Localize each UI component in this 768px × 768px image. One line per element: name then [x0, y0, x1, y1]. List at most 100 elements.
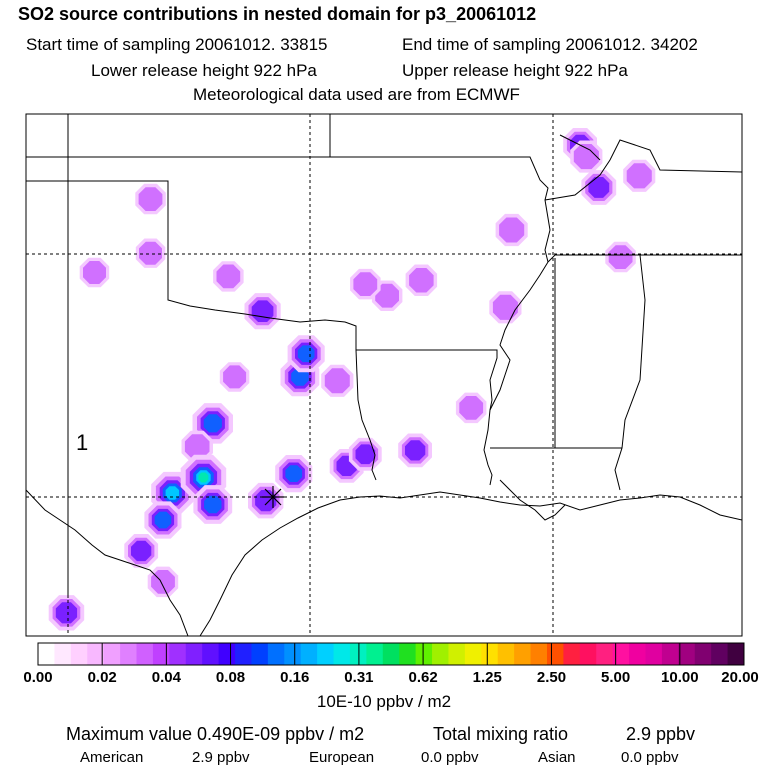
- colorbar-cell: [120, 643, 138, 665]
- colorbar-cell: [267, 643, 285, 665]
- colorbar-cell: [415, 643, 433, 665]
- colorbar-cell: [481, 643, 499, 665]
- colorbar-cell: [185, 643, 203, 665]
- release-site-star-icon: [262, 486, 284, 508]
- plume-contour: [573, 144, 599, 170]
- chart-title: SO2 source contributions in nested domai…: [18, 4, 537, 24]
- plume-contour: [499, 217, 525, 243]
- start-time-label: Start time of sampling 20061012. 33815: [26, 35, 328, 54]
- asian-label: Asian: [538, 749, 576, 766]
- plume-contour: [216, 264, 241, 289]
- colorbar-cell: [333, 643, 351, 665]
- american-value: 2.9 ppbv: [192, 749, 250, 766]
- colorbar-cell: [546, 643, 564, 665]
- colorbar-tick-label: 20.00: [721, 669, 759, 686]
- state-boundary: [547, 254, 742, 263]
- colorbar-tick-label: 0.02: [87, 669, 117, 686]
- colorbar-units: 10E-10 ppbv / m2: [316, 692, 452, 711]
- state-boundary: [559, 134, 601, 161]
- total-mixing-label: Total mixing ratio: [433, 724, 569, 744]
- map-frame: [25, 113, 743, 637]
- plume-contour: [626, 163, 652, 189]
- colorbar-cell: [382, 643, 400, 665]
- colorbar-cell: [366, 643, 384, 665]
- state-boundary: [355, 349, 377, 481]
- max-value-label: Maximum value 0.490E-09 ppbv / m2: [66, 724, 365, 744]
- colorbar-tick-label: 0.08: [215, 669, 246, 686]
- colorbar-cell: [169, 643, 187, 665]
- colorbar-cell: [399, 643, 417, 665]
- colorbar-frame: [37, 642, 745, 666]
- plume-contour: [138, 187, 163, 211]
- colorbar-cell: [87, 643, 105, 665]
- colorbar-tick-label: 0.00: [23, 669, 53, 686]
- colorbar-cell: [300, 643, 318, 665]
- plume-contour: [375, 283, 399, 308]
- colorbar-tick-label: 1.25: [472, 669, 502, 686]
- plume-contour: [588, 177, 610, 198]
- plume-contour: [131, 540, 152, 562]
- plume-contour: [139, 241, 162, 265]
- meteorology-label: Meteorological data used are from ECMWF: [193, 85, 520, 104]
- plume-contour: [492, 294, 518, 320]
- colorbar-cell: [711, 643, 729, 665]
- plume-contour: [154, 511, 172, 529]
- plume-contour: [409, 268, 434, 293]
- total-mixing-value: 2.9 ppbv: [626, 724, 696, 744]
- colorbar-cell: [284, 643, 302, 665]
- plume-contour: [608, 245, 633, 269]
- colorbar-cell: [497, 643, 515, 665]
- colorbar-cell: [596, 643, 614, 665]
- end-time-label: End time of sampling 20061012. 34202: [402, 35, 698, 54]
- european-value: 0.0 ppbv: [421, 749, 479, 766]
- colorbar-tick-label: 0.31: [344, 669, 374, 686]
- plume-contour: [459, 396, 484, 420]
- colorbar-cell: [251, 643, 269, 665]
- plume-contour: [251, 300, 274, 322]
- colorbar-cell: [629, 643, 646, 665]
- colorbar-cell: [579, 643, 597, 665]
- domain-label: 1: [76, 430, 88, 455]
- colorbar-cell: [563, 643, 581, 665]
- lat-lon-grid: [26, 114, 742, 636]
- colorbar-cell: [661, 643, 679, 665]
- colorbar-cell: [464, 643, 482, 665]
- colorbar-cell: [218, 643, 236, 665]
- colorbar-cell: [202, 643, 220, 665]
- european-label: European: [309, 749, 375, 766]
- plume-contour: [353, 272, 378, 296]
- plume-contour: [405, 440, 426, 461]
- plume-contour: [291, 368, 309, 386]
- plume-contour: [83, 261, 106, 284]
- country-boundary: [26, 489, 189, 636]
- plume-contour: [165, 486, 180, 500]
- colorbar-cell: [678, 643, 696, 665]
- colorbar-cell: [694, 643, 712, 665]
- colorbar-tick-label: 0.04: [151, 669, 181, 686]
- plume-contour: [324, 368, 350, 394]
- colorbar-cell: [514, 643, 532, 665]
- plume-contour: [151, 570, 175, 594]
- colorbar-cell: [727, 643, 745, 665]
- plume-contour: [223, 365, 247, 389]
- plume-contour: [55, 602, 78, 624]
- colorbar-cell: [448, 643, 466, 665]
- coastline: [499, 479, 566, 521]
- colorbar-cell: [103, 643, 121, 665]
- plume-contour: [204, 495, 222, 514]
- american-label: American: [80, 749, 144, 766]
- colorbar-cell: [38, 643, 55, 665]
- colorbar-tick-label: 2.50: [536, 669, 567, 686]
- coastline: [199, 491, 742, 636]
- upper-release-label: Upper release height 922 hPa: [402, 61, 628, 80]
- lower-release-label: Lower release height 922 hPa: [91, 61, 317, 80]
- colorbar-cell: [235, 643, 252, 665]
- plume-contour: [184, 434, 210, 459]
- colorbar-cell: [54, 643, 72, 665]
- plume-contour: [285, 465, 303, 482]
- plume-contour: [355, 444, 376, 465]
- state-boundary: [330, 156, 551, 263]
- colorbar-tick-label: 0.62: [408, 669, 438, 686]
- state-boundary: [26, 114, 331, 158]
